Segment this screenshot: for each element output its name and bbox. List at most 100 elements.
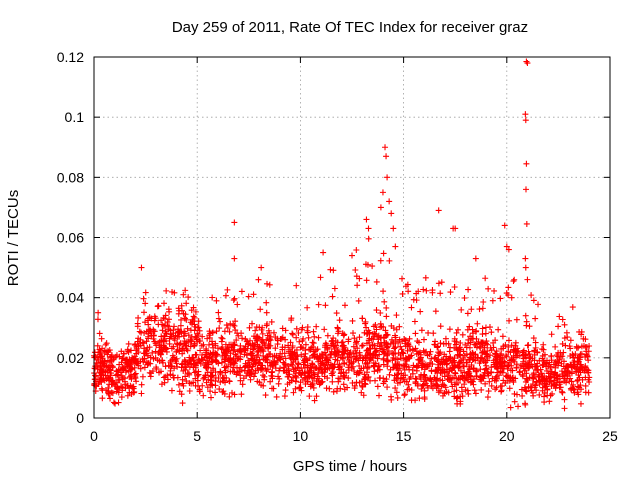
data-point — [289, 344, 296, 351]
data-point — [479, 325, 486, 332]
data-point — [464, 370, 471, 377]
data-point — [163, 287, 170, 294]
data-point — [580, 342, 587, 349]
data-point — [158, 381, 165, 388]
data-point — [286, 379, 293, 386]
data-point — [388, 322, 395, 329]
data-point — [183, 316, 190, 323]
data-point — [380, 288, 387, 295]
data-point — [394, 371, 401, 378]
data-point — [382, 327, 389, 334]
data-point — [219, 389, 226, 396]
data-point — [330, 335, 337, 342]
data-point — [159, 357, 166, 364]
data-point — [206, 334, 213, 341]
data-point — [231, 219, 238, 226]
data-point — [464, 387, 471, 394]
data-point — [378, 323, 385, 330]
data-point — [213, 328, 220, 335]
data-point — [161, 338, 168, 345]
data-point — [187, 336, 194, 343]
data-point — [469, 349, 476, 356]
data-point — [242, 336, 249, 343]
data-point — [561, 396, 568, 403]
data-point — [412, 397, 419, 404]
data-point — [252, 339, 259, 346]
data-point — [310, 340, 317, 347]
data-point — [161, 332, 168, 339]
data-point — [126, 374, 133, 381]
data-point — [444, 360, 451, 367]
data-point — [364, 352, 371, 359]
data-point — [422, 274, 429, 281]
data-point — [426, 351, 433, 358]
data-point — [540, 358, 547, 365]
data-point — [388, 393, 395, 400]
data-point — [161, 379, 168, 386]
data-point — [330, 267, 337, 274]
data-point — [525, 383, 532, 390]
data-point — [439, 377, 446, 384]
data-point — [130, 383, 137, 390]
data-point — [440, 356, 447, 363]
data-point — [523, 322, 530, 329]
data-point — [192, 368, 199, 375]
data-point — [548, 352, 555, 359]
data-point — [124, 392, 131, 399]
data-point — [291, 349, 298, 356]
data-point — [357, 367, 364, 374]
data-point — [179, 376, 186, 383]
data-point — [179, 345, 186, 352]
data-point — [512, 346, 519, 353]
data-point — [101, 349, 108, 356]
data-point — [508, 294, 515, 301]
data-point — [297, 379, 304, 386]
y-axis-ticks: 0 0.02 0.04 0.06 0.08 0.1 0.12 — [57, 49, 610, 426]
data-point — [208, 381, 215, 388]
data-point — [353, 379, 360, 386]
data-point — [197, 337, 204, 344]
data-point — [287, 354, 294, 361]
data-point — [457, 367, 464, 374]
data-point — [349, 317, 356, 324]
data-point — [573, 368, 580, 375]
data-point — [141, 364, 148, 371]
data-point — [453, 387, 460, 394]
data-point — [348, 354, 355, 361]
data-point — [200, 341, 207, 348]
data-point — [240, 375, 247, 382]
data-point — [226, 378, 233, 385]
data-point — [529, 380, 536, 387]
data-point — [185, 370, 192, 377]
data-point — [389, 349, 396, 356]
data-point — [418, 359, 425, 366]
data-point — [209, 372, 216, 379]
data-point — [376, 392, 383, 399]
data-point — [213, 297, 220, 304]
data-point — [528, 292, 535, 299]
data-point — [502, 352, 509, 359]
data-point — [353, 350, 360, 357]
data-point — [118, 359, 125, 366]
data-point — [451, 284, 458, 291]
data-point — [435, 280, 442, 287]
data-point — [316, 381, 323, 388]
data-point — [492, 386, 499, 393]
data-point — [162, 363, 169, 370]
data-point — [435, 389, 442, 396]
data-point — [293, 334, 300, 341]
data-point — [360, 365, 367, 372]
data-point — [350, 330, 357, 337]
data-point — [421, 378, 428, 385]
data-point — [530, 297, 537, 304]
data-point — [506, 359, 513, 366]
data-point — [335, 375, 342, 382]
data-point — [225, 356, 232, 363]
data-point — [287, 339, 294, 346]
data-point — [313, 323, 320, 330]
data-point — [372, 377, 379, 384]
data-point — [182, 373, 189, 380]
data-point — [476, 306, 483, 313]
data-point — [402, 337, 409, 344]
data-point — [339, 351, 346, 358]
